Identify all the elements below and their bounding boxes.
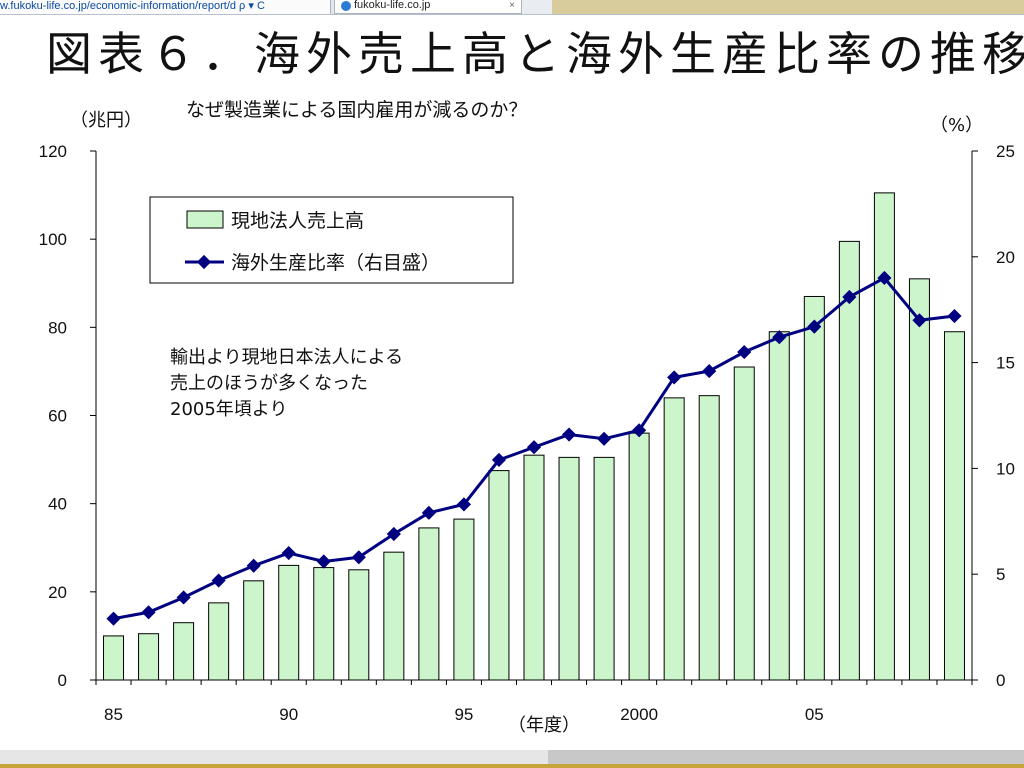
- bar-93: [383, 551, 405, 681]
- bar-96: [488, 470, 510, 681]
- bar-09: [943, 331, 965, 681]
- bar-87: [173, 622, 195, 681]
- bar-04: [768, 331, 790, 681]
- legend-bar-swatch: [186, 210, 224, 229]
- line-point-96: [491, 452, 507, 468]
- bar-98: [558, 456, 580, 681]
- line-point-2000: [632, 423, 647, 438]
- y-left-tick-label: 40: [48, 495, 67, 514]
- annotation-line-1: 輸出より現地日本法人による: [170, 347, 404, 368]
- bar-88: [208, 602, 230, 681]
- footer-accent-line: [0, 764, 1024, 768]
- line-point-08: [912, 313, 927, 328]
- line-point-99: [597, 431, 612, 446]
- y-left-tick-label: 120: [39, 142, 67, 161]
- browser-tab[interactable]: fukoku-life.co.jp ×: [334, 0, 522, 14]
- legend: 現地法人売上高 海外生産比率（右目盛）: [149, 196, 514, 284]
- line-point-05: [807, 319, 822, 334]
- bar-89: [243, 580, 265, 681]
- line-point-03: [737, 344, 752, 360]
- bar-01: [663, 397, 685, 681]
- bar-86: [138, 633, 160, 681]
- line-point-93: [386, 526, 401, 542]
- bar-85: [103, 635, 125, 681]
- line-point-86: [141, 605, 156, 620]
- annotation-line-3: 2005年頃より: [170, 399, 288, 420]
- tab-close-icon[interactable]: ×: [509, 0, 515, 11]
- annotation: 輸出より現地日本法人による 売上のほうが多くなった 2005年頃より: [170, 345, 510, 423]
- y-right-tick-label: 15: [996, 354, 1015, 373]
- line-series: [106, 270, 962, 626]
- y-right-tick-label: 5: [996, 565, 1005, 584]
- y-right-tick-label: 25: [996, 142, 1015, 161]
- bar-07: [873, 192, 895, 681]
- tab-title: fukoku-life.co.jp: [354, 0, 431, 11]
- y-left-tick-label: 0: [58, 671, 67, 690]
- x-tick-label: 85: [104, 705, 123, 724]
- y-right-tick-label: 0: [996, 671, 1005, 690]
- ie-favicon-icon: [341, 1, 351, 11]
- x-tick-label: 90: [279, 705, 298, 724]
- annotation-line-2: 売上のほうが多くなった: [170, 373, 368, 394]
- bar-03: [733, 366, 755, 681]
- new-tab-area[interactable]: [522, 0, 552, 14]
- x-axis-label: （年度）: [508, 715, 580, 736]
- line-point-94: [421, 505, 436, 520]
- chart-axes: [90, 150, 978, 685]
- y-left-tick-label: 20: [48, 583, 67, 602]
- bar-2000: [628, 432, 650, 681]
- line-point-87: [176, 590, 191, 605]
- line-point-01: [667, 370, 682, 385]
- line-point-89: [246, 558, 261, 573]
- line-point-95: [456, 497, 471, 512]
- line-point-88: [211, 573, 226, 588]
- bar-06: [838, 240, 860, 681]
- line-point-07: [877, 270, 892, 286]
- y-right-tick-label: 10: [996, 459, 1015, 478]
- line-point-04: [772, 330, 787, 345]
- y-right-axis-label: （%）: [930, 115, 983, 136]
- bar-92: [348, 569, 370, 681]
- slide-title: 図表６．海外売上高と海外生産比率の推移: [46, 27, 1024, 81]
- bar-90: [278, 564, 300, 681]
- y-left-axis-label: （兆円）: [70, 110, 142, 131]
- bar-97: [523, 454, 545, 681]
- bar-94: [418, 527, 440, 681]
- line-point-09: [947, 308, 962, 324]
- line-point-92: [351, 550, 366, 565]
- line-point-02: [702, 363, 717, 379]
- line-point-91: [316, 554, 331, 569]
- x-tick-label: 95: [454, 705, 473, 724]
- browser-chrome-fill: [552, 0, 1024, 14]
- bar-95: [453, 518, 475, 681]
- legend-bar-label: 現地法人売上高: [231, 210, 364, 232]
- bar-91: [313, 567, 335, 681]
- legend-line-label: 海外生産比率（右目盛）: [231, 252, 440, 274]
- x-tick-label: 05: [805, 705, 824, 724]
- line-point-90: [281, 545, 296, 561]
- legend-line-marker: [196, 254, 212, 270]
- y-right-tick-label: 20: [996, 248, 1015, 267]
- bar-99: [593, 456, 615, 681]
- line-point-98: [561, 427, 577, 442]
- bar-series: [103, 192, 965, 681]
- line-point-97: [526, 440, 542, 455]
- line-point-06: [842, 289, 857, 305]
- bar-05: [803, 295, 825, 681]
- scrollbar-thumb[interactable]: [548, 750, 1024, 764]
- y-left-tick-label: 80: [48, 318, 67, 337]
- slide-question: なぜ製造業による国内雇用が減るのか？: [186, 99, 528, 121]
- line-point-85: [106, 611, 121, 626]
- x-tick-label: 2000: [620, 705, 658, 724]
- bar-02: [698, 395, 720, 681]
- address-bar[interactable]: w.fukoku-life.co.jp/economic-information…: [0, 0, 331, 14]
- y-left-tick-label: 60: [48, 407, 67, 426]
- bar-08: [908, 278, 930, 681]
- y-left-tick-label: 100: [39, 230, 67, 249]
